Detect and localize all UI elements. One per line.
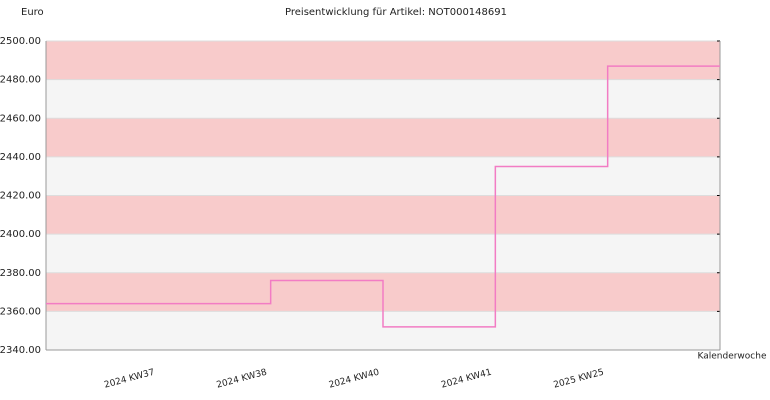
x-tick-label: 2025 KW25: [553, 368, 606, 391]
x-axis-label: Kalenderwoche: [697, 352, 766, 362]
y-tick-label: 2360.00: [0, 306, 41, 317]
band: [46, 41, 720, 80]
y-tick-label: 2480.00: [0, 75, 41, 86]
y-tick-label: 2460.00: [0, 113, 41, 124]
band: [46, 118, 720, 157]
y-tick-label: 2420.00: [0, 191, 41, 202]
price-line: [46, 65, 720, 328]
x-tick-label: 2024 KW41: [440, 368, 493, 391]
band: [46, 234, 720, 273]
y-axis-label: Euro: [21, 7, 44, 18]
y-tick-label: 2380.00: [0, 268, 41, 279]
band: [46, 156, 720, 196]
band: [46, 195, 720, 235]
x-tick-label: 2024 KW37: [103, 368, 156, 391]
y-tick-label: 2340.00: [0, 345, 41, 356]
x-tick-label: 2024 KW38: [216, 368, 269, 391]
chart-title: Preisentwicklung für Artikel: NOT0001486…: [285, 7, 507, 18]
y-tick-label: 2500.00: [0, 36, 41, 47]
x-tick-label: 2024 KW40: [328, 368, 381, 391]
y-tick-label: 2440.00: [0, 152, 41, 163]
y-tick-label: 2400.00: [0, 229, 41, 240]
band: [46, 79, 720, 119]
